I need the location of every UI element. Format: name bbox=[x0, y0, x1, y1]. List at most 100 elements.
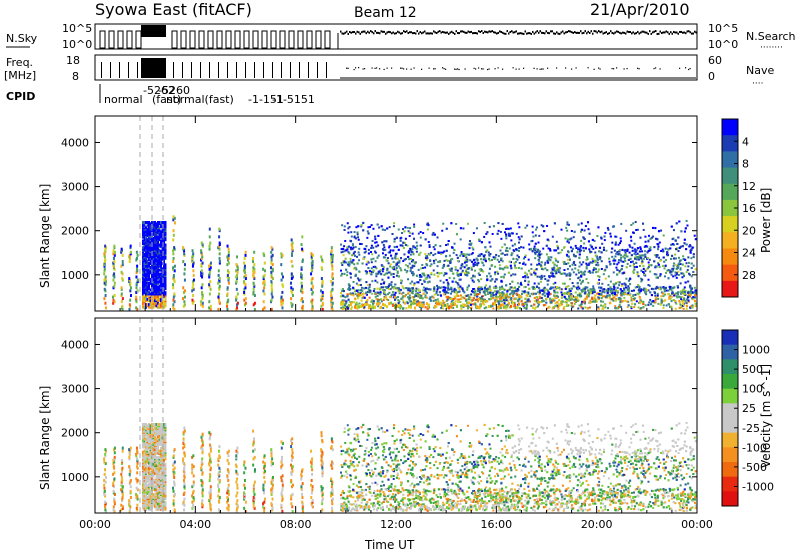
data-cell bbox=[425, 291, 428, 294]
nsky-sample bbox=[580, 30, 582, 33]
data-cell bbox=[469, 259, 472, 262]
data-cell bbox=[506, 253, 509, 256]
data-cell bbox=[253, 250, 256, 254]
data-cell bbox=[499, 292, 502, 295]
data-cell bbox=[688, 273, 691, 276]
data-cell bbox=[172, 249, 175, 253]
data-cell bbox=[578, 287, 581, 290]
data-cell bbox=[358, 259, 361, 262]
data-cell bbox=[112, 263, 115, 267]
nsky-sample bbox=[545, 30, 547, 33]
data-cell bbox=[523, 286, 526, 289]
data-cell bbox=[243, 261, 246, 265]
data-cell bbox=[321, 260, 324, 264]
data-cell bbox=[683, 298, 686, 301]
data-cell bbox=[636, 271, 639, 274]
data-cell bbox=[529, 295, 532, 298]
data-cell bbox=[347, 288, 350, 291]
data-cell bbox=[489, 279, 492, 282]
data-cell bbox=[430, 273, 433, 276]
nave-dots: ···· bbox=[752, 79, 763, 89]
data-cell bbox=[364, 250, 367, 253]
data-cell bbox=[401, 296, 404, 299]
data-cell bbox=[104, 244, 107, 248]
data-cell bbox=[598, 292, 601, 295]
data-cell bbox=[374, 279, 377, 282]
data-cell bbox=[354, 293, 357, 296]
data-cell bbox=[613, 249, 616, 252]
data-cell bbox=[135, 270, 138, 274]
data-cell bbox=[540, 300, 543, 303]
data-cell bbox=[472, 288, 475, 291]
nave-sample bbox=[400, 67, 402, 69]
data-cell bbox=[527, 276, 530, 279]
data-cell bbox=[448, 268, 451, 271]
nsky-sample bbox=[529, 32, 531, 35]
data-cell bbox=[433, 248, 436, 251]
data-cell bbox=[154, 252, 156, 256]
data-cell bbox=[586, 307, 589, 310]
data-cell bbox=[677, 270, 680, 273]
data-cell bbox=[377, 305, 380, 308]
nsky-sample bbox=[512, 31, 514, 34]
data-cell bbox=[371, 299, 374, 302]
data-cell bbox=[426, 276, 429, 279]
nsky-sample bbox=[421, 32, 423, 35]
data-cell bbox=[398, 261, 401, 264]
data-cell bbox=[243, 266, 246, 270]
data-cell bbox=[452, 251, 455, 254]
data-cell bbox=[379, 298, 382, 301]
data-cell bbox=[512, 305, 515, 308]
nsky-sample bbox=[463, 30, 465, 33]
data-cell bbox=[349, 287, 352, 290]
data-cell bbox=[244, 277, 247, 281]
data-cell bbox=[578, 261, 581, 264]
data-cell bbox=[290, 304, 293, 308]
nsky-sample bbox=[479, 30, 481, 33]
data-cell bbox=[534, 228, 537, 231]
data-cell bbox=[438, 251, 441, 254]
data-cell bbox=[500, 275, 503, 278]
data-cell bbox=[406, 226, 409, 229]
nsky-sample bbox=[689, 31, 691, 34]
data-cell bbox=[321, 267, 324, 271]
data-cell bbox=[423, 272, 426, 275]
data-cell bbox=[375, 241, 378, 244]
data-cell bbox=[413, 295, 416, 298]
data-cell bbox=[641, 250, 644, 253]
data-cell bbox=[517, 289, 520, 292]
data-cell bbox=[412, 260, 415, 263]
data-cell bbox=[367, 304, 370, 307]
data-cell bbox=[351, 254, 354, 257]
data-cell bbox=[381, 270, 384, 273]
data-cell bbox=[684, 293, 687, 296]
data-cell bbox=[516, 287, 519, 290]
data-cell bbox=[182, 286, 185, 290]
nsky-sample bbox=[379, 32, 381, 35]
nsky-sample bbox=[625, 32, 627, 35]
data-cell bbox=[505, 237, 508, 240]
data-cell bbox=[379, 272, 382, 275]
data-cell bbox=[417, 302, 420, 305]
data-cell bbox=[148, 262, 150, 266]
data-cell bbox=[485, 250, 488, 253]
data-cell bbox=[440, 251, 443, 254]
data-cell bbox=[484, 257, 487, 260]
data-cell bbox=[172, 260, 175, 264]
freq-tick-bottom: 8 bbox=[72, 70, 79, 83]
nsky-sample bbox=[535, 31, 537, 34]
data-cell bbox=[614, 243, 617, 246]
data-cell bbox=[183, 267, 186, 271]
data-cell bbox=[409, 269, 412, 272]
data-cell bbox=[407, 278, 410, 281]
data-cell bbox=[664, 258, 667, 261]
data-cell bbox=[145, 279, 147, 283]
data-cell bbox=[113, 272, 116, 276]
data-cell bbox=[418, 276, 421, 279]
data-cell bbox=[423, 289, 426, 292]
data-cell bbox=[192, 252, 195, 256]
data-cell bbox=[367, 226, 370, 229]
data-cell bbox=[419, 236, 422, 239]
nsky-sample bbox=[353, 30, 355, 33]
data-cell bbox=[589, 271, 592, 274]
